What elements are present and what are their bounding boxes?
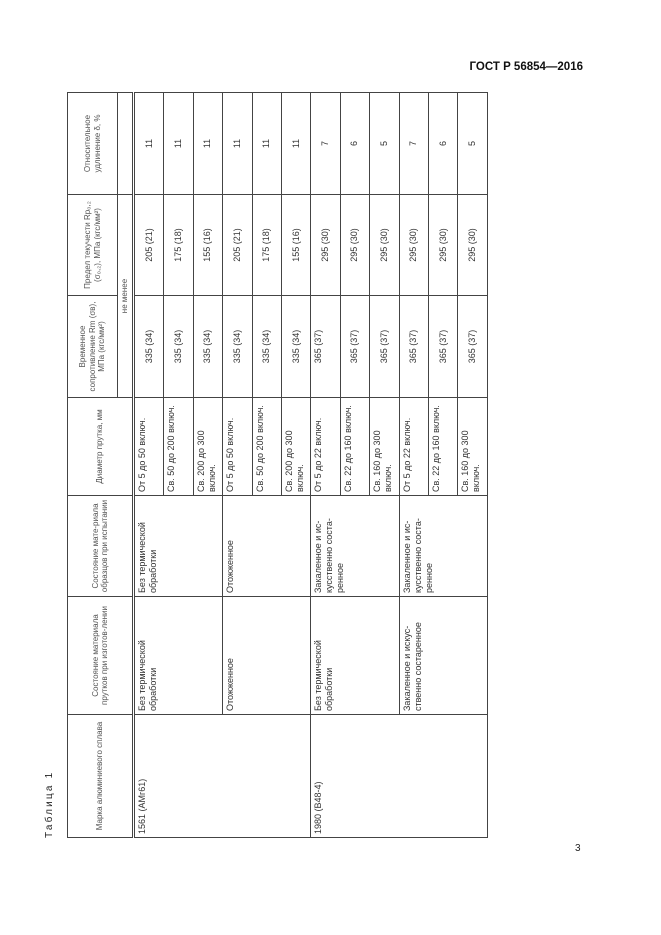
- yield-strength-cell: 205 (21): [222, 194, 253, 296]
- header-elongation: Относительное удлинение δ, %: [67, 92, 118, 195]
- manufacture-state-cell: Без термической обработки: [310, 596, 400, 715]
- yield-strength-cell: 295 (30): [457, 194, 488, 296]
- manufacture-state-cell: Отожженное: [222, 596, 311, 715]
- elongation-cell: 11: [222, 92, 253, 195]
- diameter-cell: Св. 200 до 300 включ.: [281, 397, 311, 496]
- header-yield-strength: Предел текучести Rp₀,₂ (σ₀,₂), МПа (кгс/…: [67, 194, 118, 296]
- elongation-cell: 11: [193, 92, 223, 195]
- diameter-cell: Св. 160 до 300 включ.: [457, 397, 488, 496]
- header-not-less-than: не менее: [117, 194, 134, 398]
- page-number: 3: [575, 843, 581, 854]
- diameter-cell: Св. 160 до 300 включ.: [369, 397, 400, 496]
- elongation-cell: 7: [399, 92, 429, 195]
- table-row: 1561 (АМг61) Без термической обработки Без…: [133, 92, 311, 838]
- tensile-strength-cell: 365 (37): [428, 295, 458, 398]
- diameter-cell: От 5 до 50 включ.: [222, 397, 253, 496]
- document-id: ГОСТ Р 56854—2016: [469, 61, 583, 73]
- tensile-strength-cell: 365 (37): [340, 295, 370, 398]
- tensile-strength-cell: 335 (34): [193, 295, 223, 398]
- elongation-cell: 5: [457, 92, 488, 195]
- elongation-cell: 6: [428, 92, 458, 195]
- elongation-cell: 11: [163, 92, 194, 195]
- header-empty-cell: [117, 92, 134, 195]
- diameter-cell: От 5 до 22 включ.: [399, 397, 429, 496]
- diameter-cell: От 5 до 50 включ.: [133, 397, 164, 496]
- manufacture-state-cell: Закаленное и искус-ственно состаренное: [399, 596, 488, 715]
- grade-cell: 1561 (АМг61): [133, 714, 311, 838]
- yield-strength-cell: 175 (18): [163, 194, 194, 296]
- tensile-strength-cell: 335 (34): [252, 295, 282, 398]
- header-grade: Марка алюминиевого сплава: [67, 714, 134, 838]
- diameter-cell: Св. 50 до 200 включ.: [163, 397, 194, 496]
- diameter-cell: Св. 200 до 300 включ.: [193, 397, 223, 496]
- table-body: 1561 (АМг61) Без термической обработки Без…: [133, 92, 488, 838]
- test-state-cell: Закаленное и ис-кусственно соста-ренное: [310, 495, 400, 597]
- tensile-strength-cell: 335 (34): [133, 295, 164, 398]
- elongation-cell: 7: [310, 92, 341, 195]
- tensile-strength-cell: 335 (34): [163, 295, 194, 398]
- tensile-strength-cell: 335 (34): [281, 295, 311, 398]
- test-state-cell: Без термической обработки: [133, 495, 223, 597]
- yield-strength-cell: 295 (30): [399, 194, 429, 296]
- diameter-cell: Св. 50 до 200 включ.: [252, 397, 282, 496]
- yield-strength-cell: 155 (16): [281, 194, 311, 296]
- header-tensile-strength: Временное сопротивление Rm (σв), МПа (кг…: [67, 295, 118, 398]
- manufacture-state-cell: Без термической обработки: [133, 596, 223, 715]
- diameter-cell: От 5 до 22 включ.: [310, 397, 341, 496]
- diameter-cell: Св. 22 до 160 включ.: [340, 397, 370, 496]
- table-caption: Таблица 1: [44, 770, 55, 838]
- yield-strength-cell: 175 (18): [252, 194, 282, 296]
- properties-table-rotated: Марка алюминиевого сплава Состояние мате…: [67, 92, 488, 838]
- tensile-strength-cell: 365 (37): [399, 295, 429, 398]
- yield-strength-cell: 295 (30): [340, 194, 370, 296]
- tensile-strength-cell: 365 (37): [310, 295, 341, 398]
- properties-table: Марка алюминиевого сплава Состояние мате…: [67, 92, 488, 838]
- elongation-cell: 11: [133, 92, 164, 195]
- yield-strength-cell: 295 (30): [428, 194, 458, 296]
- grade-cell: 1980 (В48-4): [310, 714, 488, 838]
- test-state-cell: Закаленное и ис-кусственно соста-ренное: [399, 495, 488, 597]
- tensile-strength-cell: 365 (37): [369, 295, 400, 398]
- test-state-cell: Отожженное: [222, 495, 311, 597]
- elongation-cell: 11: [252, 92, 282, 195]
- header-test-state: Состояние мате-риала образцов при испыта…: [67, 495, 134, 597]
- elongation-cell: 6: [340, 92, 370, 195]
- tensile-strength-cell: 335 (34): [222, 295, 253, 398]
- elongation-cell: 5: [369, 92, 400, 195]
- diameter-cell: Св. 22 до 160 включ.: [428, 397, 458, 496]
- yield-strength-cell: 295 (30): [369, 194, 400, 296]
- header-manufacture-state: Состояние материала прутков при изготов-…: [67, 596, 134, 715]
- tensile-strength-cell: 365 (37): [457, 295, 488, 398]
- yield-strength-cell: 295 (30): [310, 194, 341, 296]
- table-row: 1980 (В48-4) Без термической обработки Зак…: [310, 92, 488, 838]
- header-diameter: Диаметр прутка, мм: [67, 397, 134, 496]
- yield-strength-cell: 205 (21): [133, 194, 164, 296]
- elongation-cell: 11: [281, 92, 311, 195]
- yield-strength-cell: 155 (16): [193, 194, 223, 296]
